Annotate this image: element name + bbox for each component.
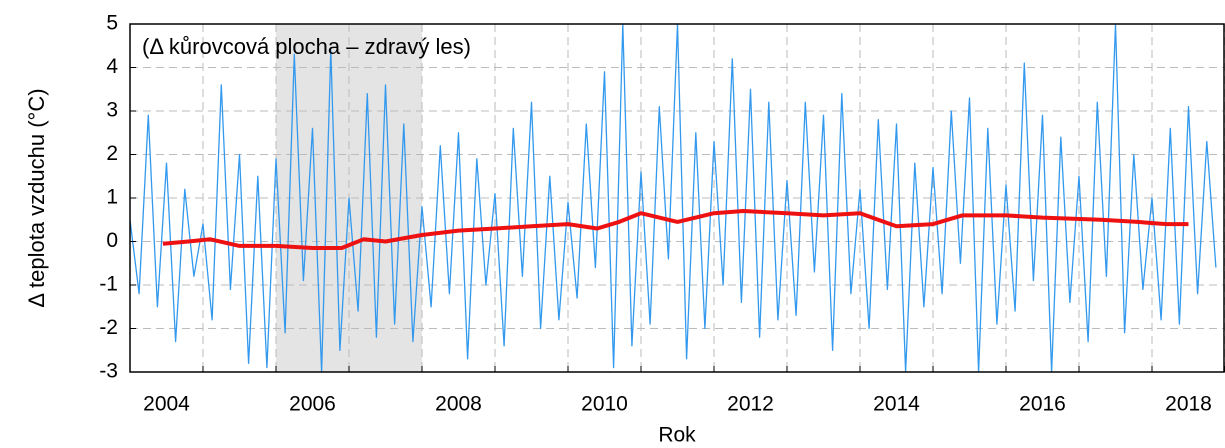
- plot-frame: [129, 23, 1225, 373]
- y-tick-label: -1: [99, 273, 118, 296]
- y-tick-label: 4: [106, 55, 118, 78]
- plot-area: [130, 24, 1217, 372]
- axes-layer: -3 -2 -1 0 1 2 3 4 5 2004 2006 2008 2010 2012 2014 2016…: [99, 12, 1225, 416]
- y-tick-label: 2: [106, 142, 118, 165]
- y-axis-label: Δ teplota vzduchu (°C): [24, 88, 49, 307]
- x-tick-label: 2008: [435, 393, 482, 416]
- x-tick-label: 2018: [1165, 393, 1212, 416]
- y-tick-label: -3: [99, 360, 118, 383]
- annotation: (Δ kůrovcová plocha – zdravý les): [142, 34, 471, 59]
- y-tick-label: 1: [106, 186, 118, 209]
- trend-line: [162, 209, 1189, 250]
- x-tick-label: 2004: [143, 393, 190, 416]
- y-tick-label: -2: [99, 316, 118, 339]
- x-tick-label: 2014: [873, 393, 920, 416]
- background-layer: [129, 23, 1225, 373]
- y-tick-label: 0: [106, 229, 118, 252]
- x-tick-label: 2016: [1019, 393, 1066, 416]
- daily-line: [130, 24, 1217, 372]
- y-tick-label: 5: [106, 12, 118, 35]
- x-tick-label: 2006: [289, 393, 336, 416]
- x-tick-label: 2012: [727, 393, 774, 416]
- y-tick-label: 3: [106, 99, 118, 122]
- x-axis-label: Rok: [658, 424, 696, 447]
- x-tick-label: 2010: [581, 393, 628, 416]
